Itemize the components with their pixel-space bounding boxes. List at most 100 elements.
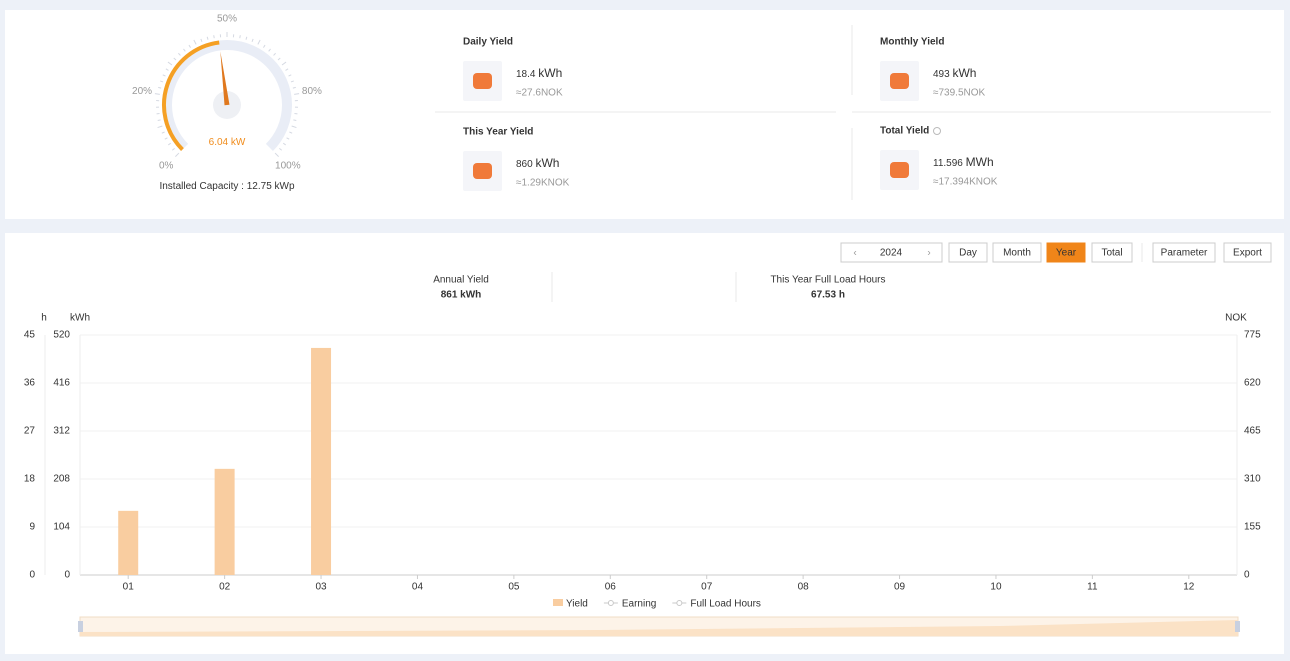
gauge-scale: [245, 36, 248, 40]
stat-earning: ≈17.394KNOK: [933, 177, 998, 188]
button[interactable]: [1046, 242, 1086, 263]
stat-value: 493 kWh: [933, 66, 976, 80]
stat-number: 860: [516, 159, 533, 170]
gauge-scale: [206, 36, 209, 40]
button-label[interactable]: Total: [1101, 248, 1122, 259]
stat-number: 18.4: [516, 69, 536, 80]
button[interactable]: [1152, 242, 1216, 263]
gauge-scale: [294, 93, 300, 95]
gauge-scale: [164, 137, 168, 140]
stat-title: This Year Yield: [463, 127, 533, 138]
gauge-scale: [251, 38, 254, 42]
gauge-scale: [161, 131, 165, 134]
x-tick-label: 08: [798, 582, 810, 593]
gauge-scale: [257, 39, 261, 45]
button-label[interactable]: Day: [959, 248, 977, 259]
stat-title: Total Yield: [880, 126, 929, 137]
gauge-scale: [289, 131, 293, 134]
zoom-preview: [80, 620, 1238, 636]
gauge-scale: [167, 142, 172, 146]
button[interactable]: [992, 242, 1042, 263]
power-value: 6.04: [209, 137, 229, 148]
button[interactable]: [1223, 242, 1272, 263]
gauge-scale: [158, 86, 162, 89]
gauge-scale: [268, 48, 271, 52]
zoom-handle[interactable]: [1235, 621, 1240, 632]
legend-label[interactable]: Yield: [566, 599, 588, 610]
gauge-scale: [281, 61, 287, 66]
gauge-scale: [290, 80, 294, 83]
button-label[interactable]: Parameter: [1161, 248, 1208, 259]
h-tick-label: 9: [29, 522, 35, 533]
stat-unit: kWh: [535, 156, 559, 170]
gauge-scale: [160, 80, 164, 83]
y2-tick-label: 155: [1244, 522, 1261, 533]
stat-title: Monthly Yield: [880, 37, 944, 48]
chart-card: [5, 233, 1284, 654]
year-label: 2024: [880, 248, 903, 259]
button-label[interactable]: Year: [1056, 248, 1077, 259]
stat-icon: [890, 73, 909, 89]
bar: [311, 347, 332, 575]
dividers: [435, 25, 1271, 302]
y2-tick-label: 465: [1244, 426, 1261, 437]
gauge-scale: [291, 125, 297, 129]
gauge-scale: [165, 68, 169, 71]
legend-swatch[interactable]: [607, 600, 614, 606]
stat-earning: ≈1.29KNOK: [516, 178, 570, 189]
bar: [214, 468, 235, 575]
legend-swatch[interactable]: [553, 599, 563, 606]
x-tick-label: 02: [219, 582, 231, 593]
button[interactable]: [948, 242, 988, 263]
x-tick-label: 12: [1183, 582, 1195, 593]
gauge-tick-label: 20%: [132, 86, 152, 97]
gauge-tick-label: 80%: [302, 86, 322, 97]
zoom-handle[interactable]: [78, 621, 83, 632]
stat-value: 18.4 kWh: [516, 66, 562, 80]
gauge-scale: [286, 137, 290, 140]
capacity-label: Installed Capacity :: [159, 181, 244, 192]
stat-number: 11.596: [933, 158, 963, 169]
button-label[interactable]: Export: [1233, 248, 1262, 259]
stat-number: 493: [933, 69, 950, 80]
gauge-scale: [285, 68, 289, 71]
x-tick-label: 03: [315, 582, 327, 593]
button[interactable]: [1091, 242, 1133, 263]
x-tick-label: 10: [990, 582, 1002, 593]
gauge-scale: [162, 74, 166, 77]
gauge-scale: [274, 152, 279, 157]
gauge-scale: [154, 93, 160, 95]
stat-earning: ≈27.6NOK: [516, 88, 563, 99]
gauge-track: [162, 40, 292, 151]
legend-label[interactable]: Full Load Hours: [690, 599, 761, 610]
gauge-needle: [220, 51, 230, 106]
axis-label: kWh: [70, 313, 90, 324]
stat-unit: MWh: [966, 155, 994, 169]
gauge-scale: [173, 57, 177, 61]
legend-label[interactable]: Earning: [622, 599, 656, 610]
y2-tick-label: 775: [1244, 330, 1261, 341]
stat-unit: kWh: [538, 66, 562, 80]
y-tick-label: 0: [64, 570, 70, 581]
button-label[interactable]: Month: [1003, 248, 1031, 259]
bar: [118, 510, 139, 575]
gauge-scale: [157, 125, 163, 129]
legend-swatch[interactable]: [676, 600, 683, 606]
y-tick-label: 520: [53, 330, 70, 341]
info-icon: [933, 127, 941, 135]
gauge-scale: [279, 147, 283, 151]
y2-tick-label: 620: [1244, 378, 1261, 389]
gauge-scale: [193, 39, 197, 45]
y2-tick-label: 310: [1244, 474, 1261, 485]
gauge-scale: [293, 119, 297, 121]
installed-capacity: Installed Capacity : 12.75 kWp: [159, 181, 295, 192]
year-picker[interactable]: [840, 242, 943, 263]
stat-icon: [890, 162, 909, 178]
capacity-unit: kWp: [275, 181, 295, 192]
gauge-scale: [175, 152, 180, 157]
gauge-scale: [277, 57, 281, 61]
prev-arrow: ‹: [853, 248, 856, 259]
summary-label: Annual Yield: [433, 275, 489, 286]
gauge-value-arc: [162, 40, 220, 151]
